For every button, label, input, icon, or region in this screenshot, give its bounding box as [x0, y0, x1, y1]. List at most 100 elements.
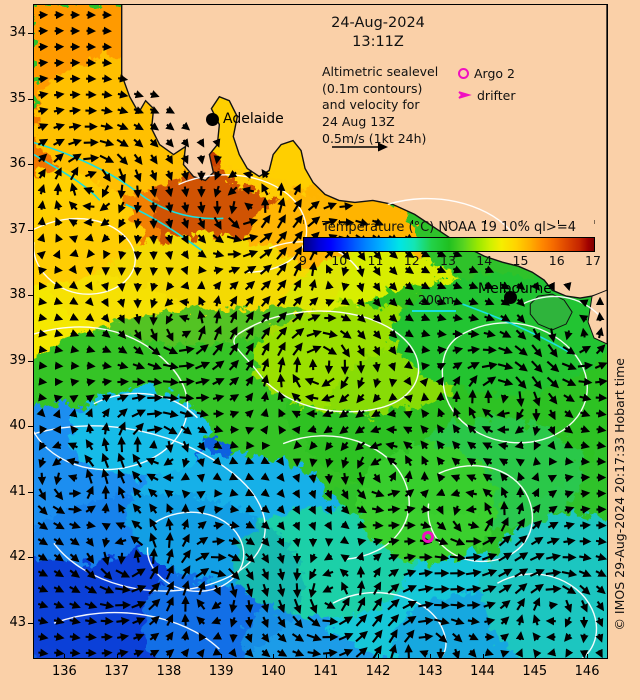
velocity-arrow [452, 297, 463, 306]
velocity-arrow [197, 234, 207, 244]
velocity-arrow [325, 457, 334, 468]
velocity-arrow [164, 234, 174, 245]
velocity-arrow [133, 153, 143, 165]
velocity-arrow [482, 488, 493, 498]
velocity-arrow [387, 583, 400, 594]
velocity-arrow [260, 616, 269, 628]
velocity-arrow [229, 326, 238, 340]
velocity-arrow [37, 521, 49, 530]
velocity-arrow [324, 505, 333, 515]
velocity-arrow [52, 505, 66, 514]
velocity-arrow [579, 345, 592, 354]
velocity-arrow [131, 393, 146, 402]
velocity-arrow [162, 377, 179, 387]
velocity-arrow [291, 425, 301, 435]
velocity-arrow [323, 425, 333, 434]
velocity-arrow [213, 266, 224, 275]
velocity-arrow [483, 329, 496, 338]
velocity-arrow [403, 569, 417, 578]
velocity-arrow [547, 648, 557, 657]
velocity-arrow [514, 535, 528, 547]
velocity-arrow [436, 521, 447, 531]
velocity-arrow [196, 393, 210, 402]
velocity-arrow [356, 393, 365, 404]
velocity-arrow [529, 553, 545, 562]
velocity-arrow [355, 441, 366, 451]
velocity-arrow [404, 470, 413, 483]
velocity-arrow [596, 409, 607, 418]
velocity-arrow [372, 282, 381, 292]
velocity-arrow [102, 361, 113, 370]
velocity-arrow [52, 409, 61, 419]
velocity-arrow [309, 297, 319, 306]
velocity-arrow [68, 122, 82, 131]
velocity-arrow [292, 473, 300, 483]
velocity-arrow [580, 457, 591, 466]
velocity-arrow [404, 488, 415, 498]
velocity-arrow [421, 408, 430, 419]
velocity-arrow [306, 633, 322, 642]
velocity-arrow [484, 617, 496, 626]
marker-legend: Argo 2 drifter [458, 62, 515, 106]
velocity-arrow [148, 582, 161, 595]
velocity-arrow [165, 631, 174, 641]
velocity-arrow [162, 409, 179, 419]
x-tick-label: 146 [574, 664, 600, 679]
x-tick-label: 140 [261, 664, 286, 679]
velocity-arrow [389, 644, 398, 658]
velocity-arrow [532, 597, 541, 611]
colorbar-gradient [303, 220, 595, 252]
velocity-arrow [277, 341, 286, 357]
velocity-arrow [53, 553, 64, 562]
velocity-arrow [196, 505, 206, 515]
velocity-arrow [212, 647, 222, 656]
velocity-arrow [595, 617, 604, 628]
x-tick [64, 654, 66, 659]
velocity-arrow [51, 441, 62, 449]
velocity-arrow [467, 648, 477, 658]
velocity-arrow [197, 310, 206, 324]
velocity-arrow [452, 440, 461, 450]
map-plot-area[interactable] [33, 4, 608, 659]
velocity-arrow [103, 249, 111, 260]
velocity-arrow [434, 617, 450, 626]
velocity-arrow [307, 216, 321, 228]
velocity-arrow [149, 439, 158, 449]
velocity-arrow [100, 282, 109, 292]
velocity-arrow [497, 362, 514, 371]
city-label-adelaide: Adelaide [223, 111, 284, 127]
velocity-arrow [515, 376, 527, 389]
velocity-arrow [308, 505, 316, 515]
velocity-arrow [307, 616, 321, 627]
velocity-arrow [85, 632, 97, 642]
x-tick-label: 142 [365, 664, 391, 679]
velocity-arrow [180, 281, 190, 290]
velocity-arrow [291, 327, 305, 339]
velocity-arrow [84, 585, 98, 594]
velocity-arrow [466, 458, 477, 467]
velocity-arrow [54, 167, 62, 180]
velocity-arrow [533, 648, 542, 658]
velocity-arrow [86, 378, 96, 387]
legend-label-drifter: drifter [477, 87, 516, 103]
velocity-arrow [260, 520, 270, 530]
velocity-arrow [529, 569, 545, 577]
velocity-arrow [547, 392, 558, 405]
argo-float-marker[interactable] [422, 531, 434, 543]
velocity-arrow [69, 408, 78, 418]
velocity-arrow [309, 458, 318, 468]
velocity-arrow [467, 424, 477, 434]
velocity-arrow [101, 452, 110, 468]
velocity-arrow [403, 441, 413, 450]
velocity-arrow [38, 266, 48, 275]
velocity-arrow [387, 614, 400, 627]
velocity-arrow [133, 329, 142, 341]
velocity-arrow [149, 328, 158, 342]
velocity-arrow [86, 485, 94, 500]
velocity-arrow [499, 633, 510, 642]
velocity-arrow [356, 360, 366, 374]
velocity-arrow [133, 138, 144, 148]
velocity-arrow [100, 217, 110, 227]
velocity-arrow [498, 458, 509, 467]
velocity-arrow [340, 313, 352, 322]
